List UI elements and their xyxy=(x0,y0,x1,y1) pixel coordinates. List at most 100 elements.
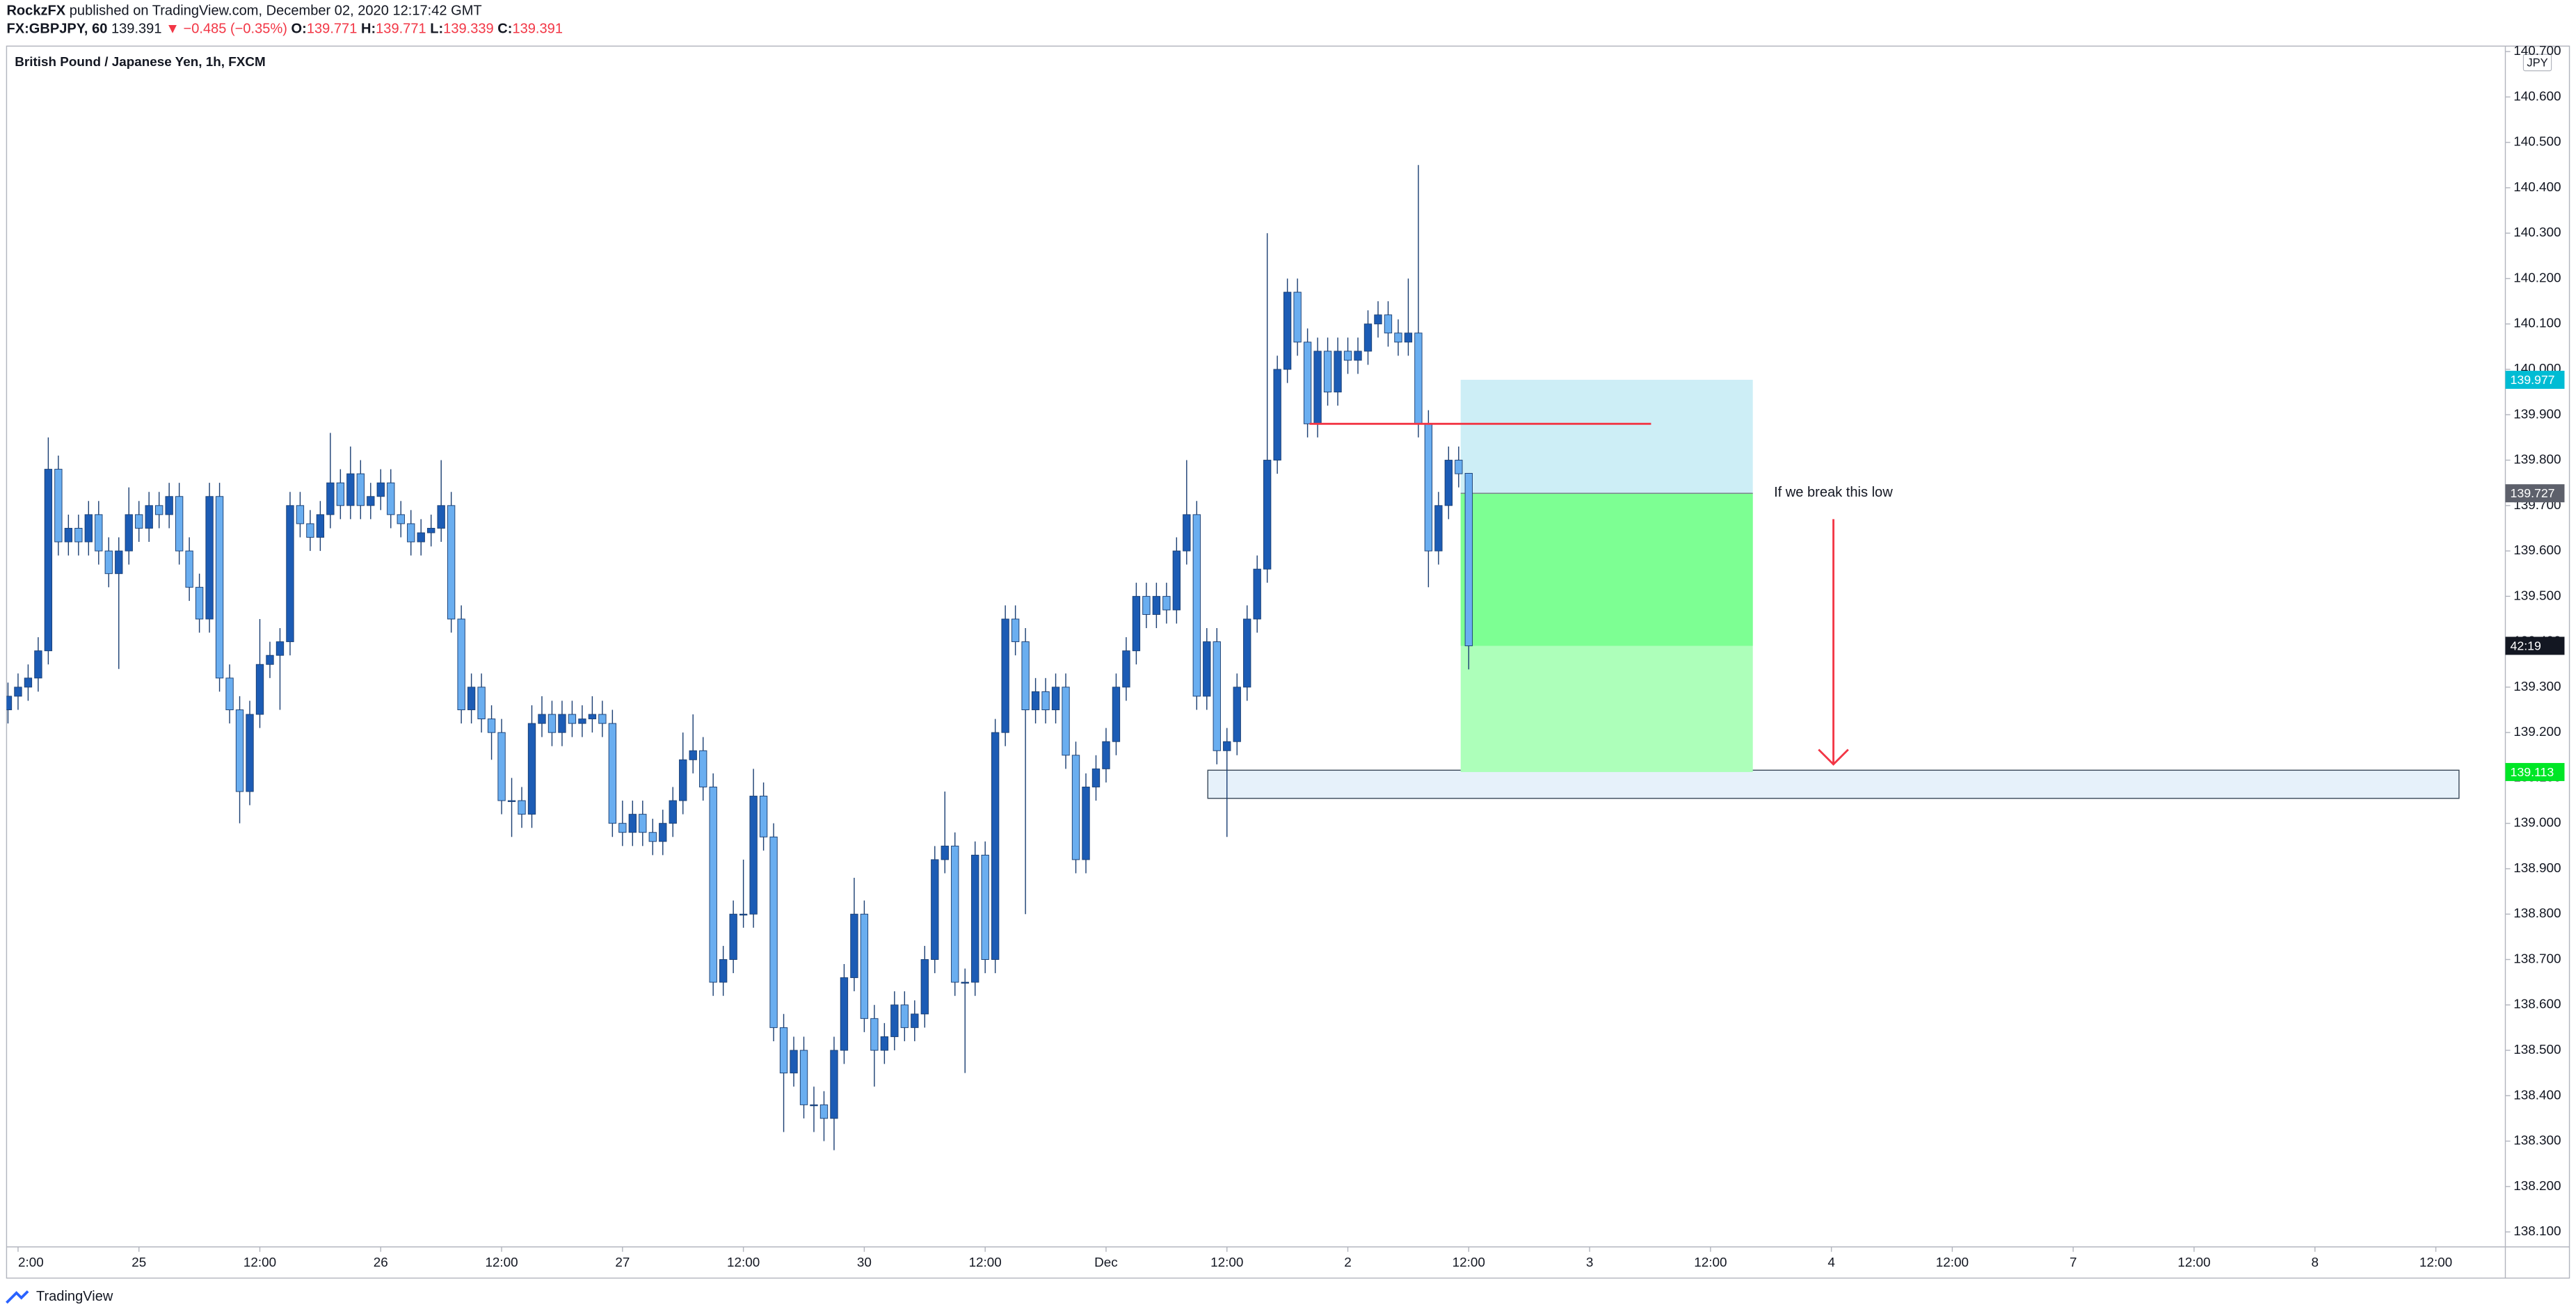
ohlc-label: H: xyxy=(361,22,376,37)
candle-body xyxy=(1374,314,1382,325)
candle-body xyxy=(387,482,395,515)
candle-body xyxy=(326,482,335,515)
candle-body xyxy=(1323,351,1332,393)
ohlc-label: O: xyxy=(291,22,307,37)
candle-body xyxy=(185,550,193,588)
candle-body xyxy=(1082,787,1090,860)
ohlc-value: 139.771 xyxy=(307,22,358,37)
price-tag xyxy=(2505,371,2565,390)
y-tick-label: 138.200 xyxy=(2513,1179,2561,1194)
candle-body xyxy=(74,527,83,543)
candle-body xyxy=(6,696,13,710)
candle-body xyxy=(547,714,557,733)
candle-body xyxy=(819,1104,829,1119)
x-tick-label: 27 xyxy=(615,1255,630,1270)
x-tick-label: 12:00 xyxy=(1694,1255,1727,1270)
candle-body xyxy=(225,677,234,710)
ohlc-value: 139.391 xyxy=(512,22,563,37)
logo-text: TradingView xyxy=(36,1289,113,1304)
candle-body xyxy=(34,650,42,679)
x-tick-label: 4 xyxy=(1827,1255,1835,1270)
logo-icon xyxy=(6,1290,29,1304)
candle-body xyxy=(205,496,214,620)
candle-body xyxy=(286,505,294,643)
candle-body xyxy=(1102,741,1110,769)
candle-body xyxy=(598,714,607,724)
candle-body xyxy=(1172,550,1181,611)
candle-body xyxy=(44,469,53,652)
candle-body xyxy=(1334,351,1342,393)
candle-body xyxy=(1223,741,1231,751)
y-tick-label: 139.000 xyxy=(2513,816,2561,830)
header-line-2: FX:GBPJPY, 60 139.391 ▼ −0.485 (−0.35%) … xyxy=(6,22,563,37)
candle-body xyxy=(145,505,153,529)
candle-body xyxy=(961,981,969,984)
candle-body xyxy=(648,832,657,842)
candle-body xyxy=(860,913,869,1019)
candle-body xyxy=(467,687,476,710)
x-tick-label: 2 xyxy=(1344,1255,1352,1270)
candle-body xyxy=(1283,291,1292,370)
header-line-1: RockzFX published on TradingView.com, De… xyxy=(6,3,481,19)
currency-box xyxy=(2522,54,2552,72)
y-tick-label: 139.900 xyxy=(2513,407,2561,422)
candle-body xyxy=(266,655,274,665)
candle-body xyxy=(759,796,768,837)
candle-body xyxy=(477,687,486,720)
y-tick-label: 140.300 xyxy=(2513,225,2561,240)
x-tick-label: 12:00 xyxy=(727,1255,760,1270)
candle-body xyxy=(125,514,133,552)
candle-body xyxy=(790,1050,798,1074)
change: ▼ −0.485 (−0.35%) xyxy=(166,22,287,37)
candle-body xyxy=(1162,595,1171,611)
arrow-head xyxy=(1818,748,1849,766)
candle-body xyxy=(1051,687,1060,710)
chart-frame xyxy=(6,45,2570,1279)
price-tag-label: 42:19 xyxy=(2511,639,2541,652)
zone xyxy=(1207,769,2460,799)
candle-body xyxy=(1404,332,1413,343)
candle-body xyxy=(1233,687,1241,742)
ohlc-label: C: xyxy=(497,22,512,37)
candle-body xyxy=(1394,332,1402,343)
candle-body xyxy=(1112,687,1121,742)
candle-body xyxy=(769,836,778,1028)
candle-body xyxy=(799,1050,808,1105)
candle-body xyxy=(991,732,1000,960)
candle-body xyxy=(195,586,204,620)
price-tag-label: 139.113 xyxy=(2511,765,2554,779)
candle-body xyxy=(588,714,597,720)
candle-body xyxy=(235,709,244,792)
candle-body xyxy=(1434,505,1443,552)
candle-body xyxy=(1384,314,1393,334)
candle-body xyxy=(1273,369,1281,461)
price-tag xyxy=(2505,762,2565,781)
price-tag xyxy=(2505,484,2565,503)
candle-body xyxy=(568,714,577,724)
candle-body xyxy=(1132,595,1141,652)
candle-body xyxy=(981,854,989,960)
candle-body xyxy=(84,514,93,543)
candle-body xyxy=(417,532,425,543)
candle-body xyxy=(830,1050,838,1119)
x-tick-label: 12:00 xyxy=(1453,1255,1485,1270)
candle-body xyxy=(1071,755,1080,860)
candle-body xyxy=(1444,460,1453,506)
y-tick-label: 138.700 xyxy=(2513,952,2561,966)
chart-title: British Pound / Japanese Yen, 1h, FXCM xyxy=(15,55,265,70)
x-tick-label: 3 xyxy=(1586,1255,1594,1270)
profit-zone xyxy=(1460,493,1753,646)
candle-body xyxy=(165,496,173,515)
candle-body xyxy=(578,719,586,724)
candle-body xyxy=(900,1004,909,1028)
candle-body xyxy=(911,1013,919,1028)
last-price: 139.391 xyxy=(111,22,162,37)
candle-body xyxy=(679,759,687,801)
candle-body xyxy=(709,787,717,983)
candle-body xyxy=(1203,641,1211,697)
candle-body xyxy=(558,714,566,733)
price-tag-label: 139.727 xyxy=(2511,486,2555,500)
candle-body xyxy=(527,723,536,815)
ohlc-value: 139.771 xyxy=(376,22,426,37)
y-tick-label: 140.100 xyxy=(2513,316,2561,331)
